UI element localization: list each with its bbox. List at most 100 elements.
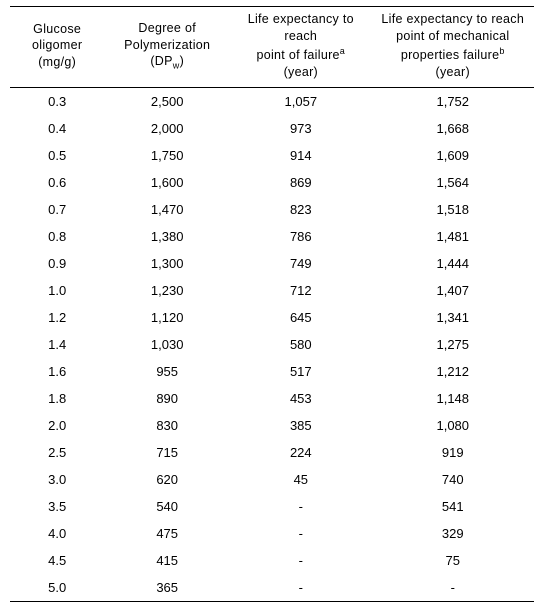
table-row: 2.08303851,080 bbox=[10, 412, 534, 439]
cell-glucose: 2.0 bbox=[10, 412, 104, 439]
cell-glucose: 2.5 bbox=[10, 439, 104, 466]
header-text: point of failure bbox=[256, 48, 339, 62]
cell-glucose: 0.6 bbox=[10, 169, 104, 196]
cell-le_mech: 1,407 bbox=[372, 277, 534, 304]
cell-dpw: 1,300 bbox=[104, 250, 230, 277]
cell-glucose: 4.0 bbox=[10, 520, 104, 547]
table-row: 0.91,3007491,444 bbox=[10, 250, 534, 277]
header-sup: a bbox=[340, 46, 345, 56]
table-row: 0.42,0009731,668 bbox=[10, 115, 534, 142]
cell-le_fail: - bbox=[230, 574, 371, 602]
table-row: 4.5415-75 bbox=[10, 547, 534, 574]
cell-dpw: 2,500 bbox=[104, 87, 230, 115]
header-text: (year) bbox=[284, 65, 318, 79]
cell-le_mech: 1,668 bbox=[372, 115, 534, 142]
cell-dpw: 1,600 bbox=[104, 169, 230, 196]
cell-le_mech: 1,609 bbox=[372, 142, 534, 169]
cell-le_fail: 973 bbox=[230, 115, 371, 142]
table-row: 2.5715224919 bbox=[10, 439, 534, 466]
cell-le_mech: 740 bbox=[372, 466, 534, 493]
cell-le_mech: 1,481 bbox=[372, 223, 534, 250]
cell-le_fail: 224 bbox=[230, 439, 371, 466]
header-text: oligomer bbox=[32, 38, 82, 52]
cell-glucose: 1.0 bbox=[10, 277, 104, 304]
cell-le_mech: 329 bbox=[372, 520, 534, 547]
header-sub: w bbox=[173, 61, 180, 71]
cell-le_mech: 1,148 bbox=[372, 385, 534, 412]
cell-dpw: 955 bbox=[104, 358, 230, 385]
cell-le_fail: 385 bbox=[230, 412, 371, 439]
cell-dpw: 1,120 bbox=[104, 304, 230, 331]
cell-glucose: 3.5 bbox=[10, 493, 104, 520]
cell-le_fail: 580 bbox=[230, 331, 371, 358]
header-text: (DP bbox=[150, 54, 172, 68]
col-header-dpw: Degree of Polymerization (DPw) bbox=[104, 7, 230, 88]
cell-glucose: 3.0 bbox=[10, 466, 104, 493]
cell-le_fail: 517 bbox=[230, 358, 371, 385]
table-row: 3.5540-541 bbox=[10, 493, 534, 520]
cell-dpw: 1,030 bbox=[104, 331, 230, 358]
cell-dpw: 415 bbox=[104, 547, 230, 574]
header-text: Polymerization bbox=[124, 38, 210, 52]
table-header-row: Glucose oligomer (mg/g) Degree of Polyme… bbox=[10, 7, 534, 88]
cell-glucose: 1.2 bbox=[10, 304, 104, 331]
header-text: (year) bbox=[436, 65, 470, 79]
cell-le_fail: - bbox=[230, 493, 371, 520]
col-header-glucose: Glucose oligomer (mg/g) bbox=[10, 7, 104, 88]
header-text: (mg/g) bbox=[38, 55, 76, 69]
cell-dpw: 1,230 bbox=[104, 277, 230, 304]
cell-le_mech: 1,212 bbox=[372, 358, 534, 385]
cell-glucose: 1.6 bbox=[10, 358, 104, 385]
col-header-le-fail: Life expectancy to reach point of failur… bbox=[230, 7, 371, 88]
cell-dpw: 890 bbox=[104, 385, 230, 412]
cell-le_mech: 75 bbox=[372, 547, 534, 574]
table-row: 1.88904531,148 bbox=[10, 385, 534, 412]
cell-dpw: 1,750 bbox=[104, 142, 230, 169]
cell-le_mech: 1,080 bbox=[372, 412, 534, 439]
cell-le_fail: 914 bbox=[230, 142, 371, 169]
header-text: Degree of bbox=[138, 21, 196, 35]
table-row: 0.61,6008691,564 bbox=[10, 169, 534, 196]
cell-le_mech: - bbox=[372, 574, 534, 602]
cell-glucose: 0.3 bbox=[10, 87, 104, 115]
cell-le_mech: 1,752 bbox=[372, 87, 534, 115]
cell-le_mech: 541 bbox=[372, 493, 534, 520]
table-body: 0.32,5001,0571,7520.42,0009731,6680.51,7… bbox=[10, 87, 534, 601]
cell-le_mech: 1,341 bbox=[372, 304, 534, 331]
cell-le_mech: 919 bbox=[372, 439, 534, 466]
header-text: Glucose bbox=[33, 22, 81, 36]
header-text: properties failure bbox=[401, 48, 500, 62]
cell-glucose: 0.4 bbox=[10, 115, 104, 142]
cell-dpw: 475 bbox=[104, 520, 230, 547]
cell-le_mech: 1,275 bbox=[372, 331, 534, 358]
cell-dpw: 2,000 bbox=[104, 115, 230, 142]
cell-le_fail: 786 bbox=[230, 223, 371, 250]
header-sup: b bbox=[499, 46, 504, 56]
cell-le_fail: 712 bbox=[230, 277, 371, 304]
table-row: 0.51,7509141,609 bbox=[10, 142, 534, 169]
cell-le_fail: 1,057 bbox=[230, 87, 371, 115]
cell-le_fail: 749 bbox=[230, 250, 371, 277]
cell-glucose: 1.8 bbox=[10, 385, 104, 412]
header-text: Life expectancy to reach bbox=[381, 12, 524, 26]
table-row: 4.0475-329 bbox=[10, 520, 534, 547]
cell-glucose: 1.4 bbox=[10, 331, 104, 358]
table-row: 3.062045740 bbox=[10, 466, 534, 493]
table-row: 1.69555171,212 bbox=[10, 358, 534, 385]
cell-dpw: 365 bbox=[104, 574, 230, 602]
cell-glucose: 4.5 bbox=[10, 547, 104, 574]
cell-le_mech: 1,444 bbox=[372, 250, 534, 277]
cell-glucose: 5.0 bbox=[10, 574, 104, 602]
table-row: 1.21,1206451,341 bbox=[10, 304, 534, 331]
cell-le_fail: - bbox=[230, 547, 371, 574]
cell-glucose: 0.8 bbox=[10, 223, 104, 250]
cell-glucose: 0.9 bbox=[10, 250, 104, 277]
cell-le_fail: 645 bbox=[230, 304, 371, 331]
table-row: 1.41,0305801,275 bbox=[10, 331, 534, 358]
cell-dpw: 830 bbox=[104, 412, 230, 439]
cell-le_fail: 869 bbox=[230, 169, 371, 196]
table-container: Glucose oligomer (mg/g) Degree of Polyme… bbox=[0, 0, 544, 614]
header-text: Life expectancy to reach bbox=[248, 12, 354, 43]
cell-dpw: 540 bbox=[104, 493, 230, 520]
cell-le_fail: 45 bbox=[230, 466, 371, 493]
